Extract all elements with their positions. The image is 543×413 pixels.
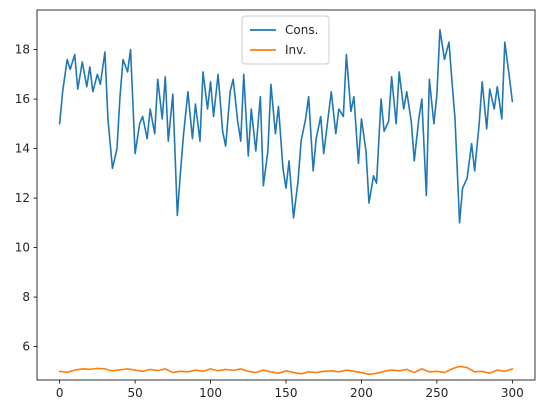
y-tick-label: 6 (22, 340, 30, 354)
y-tick-label: 16 (15, 92, 30, 106)
y-axis: 6 8 10 12 14 16 18 (15, 43, 37, 354)
x-tick-label: 0 (56, 386, 64, 400)
x-tick-label: 50 (127, 386, 142, 400)
y-tick-label: 8 (22, 290, 30, 304)
y-tick-label: 10 (15, 241, 30, 255)
x-tick-label: 200 (350, 386, 373, 400)
y-tick-label: 12 (15, 191, 30, 205)
legend-label-cons: Cons. (285, 23, 318, 37)
x-tick-label: 150 (275, 386, 298, 400)
series-layer (58, 28, 514, 376)
x-axis: 0 50 100 150 200 250 300 (56, 380, 524, 400)
series-line-cons (58, 28, 514, 224)
legend-box (241, 15, 330, 65)
x-tick-label: 250 (425, 386, 448, 400)
y-tick-label: 18 (15, 43, 30, 57)
x-tick-label: 300 (501, 386, 524, 400)
legend: Cons. Inv. (241, 15, 330, 65)
legend-label-inv: Inv. (285, 43, 306, 57)
plot-area (37, 10, 535, 380)
x-tick-label: 100 (199, 386, 222, 400)
y-tick-label: 14 (15, 142, 30, 156)
series-line-inv (58, 365, 514, 376)
